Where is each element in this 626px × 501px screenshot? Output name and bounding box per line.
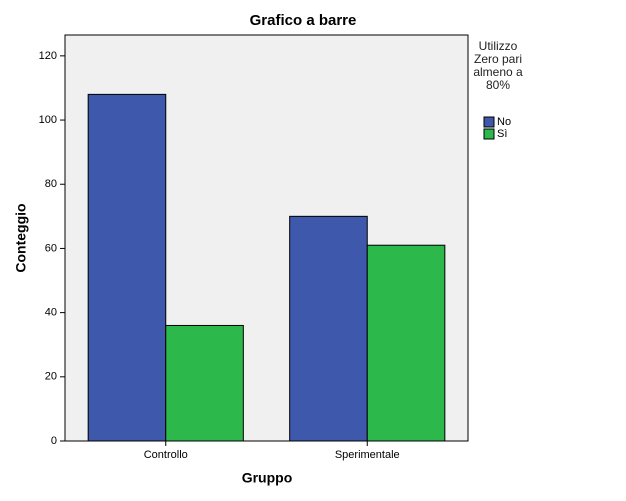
legend-title: Utilizzo Zero pari almeno a 80% [473, 39, 523, 92]
y-tick-label: 40 [45, 307, 57, 319]
y-tick-label: 100 [39, 114, 57, 126]
bar [87, 93, 167, 442]
y-tick-label: 0 [51, 435, 57, 447]
bar [289, 215, 368, 442]
y-tick-label: 20 [45, 371, 57, 383]
y-tick-label: 80 [45, 178, 57, 190]
x-axis-label: Gruppo [242, 470, 293, 486]
x-tick-label: Controllo [144, 449, 188, 461]
x-tick-label: Sperimentale [335, 449, 400, 461]
bar [366, 244, 446, 442]
bar [165, 324, 244, 442]
y-tick-label: 120 [39, 50, 57, 62]
legend-label: Sì [497, 128, 507, 140]
legend-swatch [483, 116, 495, 128]
chart-title: Grafico a barre [250, 12, 357, 29]
legend-swatch [483, 128, 495, 140]
legend-label: No [497, 116, 511, 128]
y-tick-label: 60 [45, 242, 57, 254]
y-axis-label: Conteggio [13, 203, 29, 272]
